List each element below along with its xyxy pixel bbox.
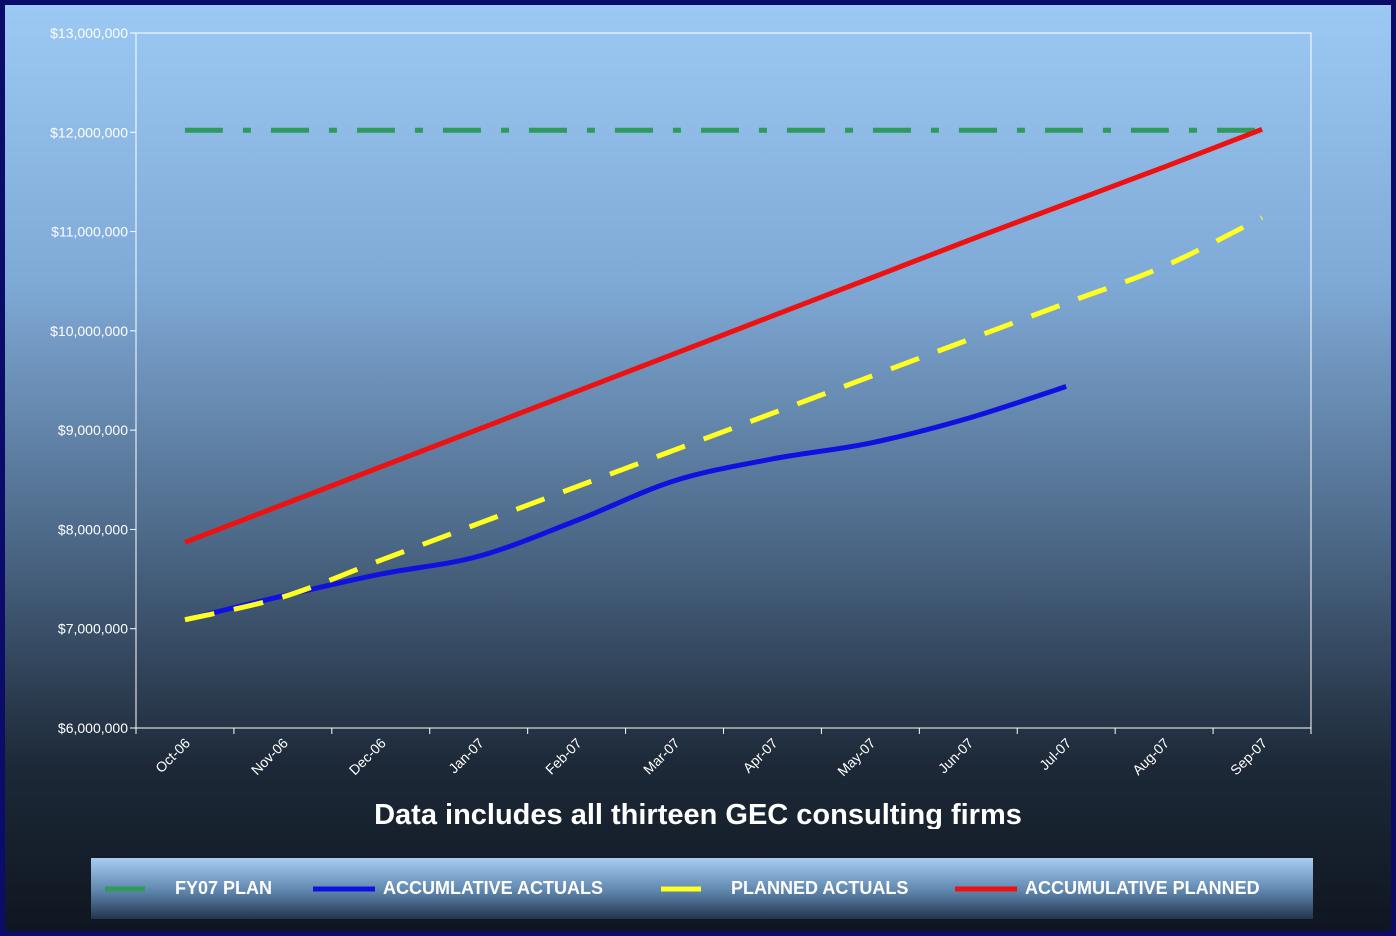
x-tick-label: Feb-07 (542, 735, 585, 778)
y-tick-label: $12,000,000 (50, 124, 128, 140)
legend-item-fy07-plan: FY07 PLAN (103, 858, 272, 919)
series-line-planned-actuals (184, 215, 1264, 623)
y-tick-label: $13,000,000 (50, 25, 128, 41)
x-tick-label: Mar-07 (640, 735, 683, 778)
x-tick-label: Nov-06 (248, 735, 291, 778)
legend-label: FY07 PLAN (175, 878, 273, 898)
x-tick-label: Apr-07 (740, 735, 781, 776)
legend-item-accumlative-actuals: ACCUMLATIVE ACTUALS (311, 858, 603, 919)
legend-swatch (105, 886, 167, 891)
x-tick-label: Jun-07 (935, 735, 977, 777)
x-tick-label: Dec-06 (346, 735, 389, 778)
legend-item-accumulative-planned: ACCUMULATIVE PLANNED (953, 858, 1260, 919)
legend-item-planned-actuals: PLANNED ACTUALS (659, 858, 908, 919)
series-layer (184, 126, 1264, 623)
legend-swatch (661, 886, 723, 891)
legend-label: ACCUMLATIVE ACTUALS (383, 878, 603, 898)
legend-label: PLANNED ACTUALS (731, 878, 909, 898)
chart-legend: FY07 PLAN ACCUMLATIVE ACTUALS PLANNED ACTU… (91, 858, 1313, 919)
x-axis: Oct-06 Nov-06 Dec-06 Jan-07 Feb-07 Mar-07 Apr-… (135, 728, 1312, 779)
legend-swatch (955, 886, 1017, 891)
series-line-accumulative-planned (184, 126, 1263, 545)
y-tick-label: $8,000,000 (58, 521, 128, 537)
y-tick-label: $6,000,000 (58, 720, 128, 736)
y-tick-label: $9,000,000 (58, 422, 128, 438)
x-tick-label: Oct-06 (152, 735, 193, 776)
x-tick-label: May-07 (834, 735, 878, 779)
x-tick-label: Sep-07 (1227, 735, 1270, 778)
x-tick-label: Jan-07 (445, 735, 487, 777)
x-tick-label: Aug-07 (1129, 735, 1172, 778)
y-tick-label: $11,000,000 (51, 224, 128, 240)
legend-label: ACCUMULATIVE PLANNED (1025, 878, 1260, 898)
x-tick-label: Jul-07 (1036, 735, 1074, 773)
y-tick-label: $7,000,000 (58, 621, 128, 637)
line-chart: $6,000,000 $7,000,000 $8,000,000 $9,000,000… (50, 25, 1312, 779)
series-line-accumlative-actuals (184, 384, 1067, 623)
plot-area (135, 32, 1312, 729)
legend-swatch (313, 886, 375, 891)
chart-footnote: Data includes all thirteen GEC consultin… (374, 799, 1022, 829)
y-tick-label: $10,000,000 (50, 323, 128, 339)
y-axis: $6,000,000 $7,000,000 $8,000,000 $9,000,000… (50, 25, 136, 736)
